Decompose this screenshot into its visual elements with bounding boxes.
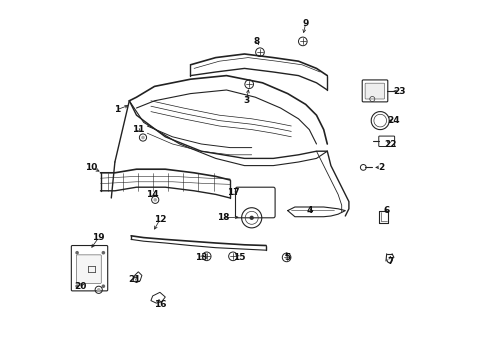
Circle shape — [102, 251, 105, 255]
Circle shape — [75, 251, 79, 255]
Polygon shape — [151, 292, 165, 303]
Text: 24: 24 — [387, 116, 399, 125]
FancyBboxPatch shape — [362, 80, 387, 102]
Text: 15: 15 — [232, 253, 245, 262]
Text: 2: 2 — [377, 163, 384, 172]
Text: 1: 1 — [113, 105, 120, 114]
Text: 22: 22 — [383, 140, 396, 149]
Text: 23: 23 — [392, 87, 405, 96]
Text: 7: 7 — [386, 256, 393, 266]
Polygon shape — [133, 272, 142, 283]
Text: 18: 18 — [216, 213, 229, 222]
FancyBboxPatch shape — [76, 255, 101, 283]
FancyBboxPatch shape — [378, 136, 394, 147]
Text: 12: 12 — [153, 215, 166, 224]
FancyBboxPatch shape — [71, 246, 107, 291]
Circle shape — [153, 198, 157, 202]
Text: 19: 19 — [92, 233, 105, 242]
Circle shape — [102, 284, 105, 288]
Text: 10: 10 — [85, 163, 98, 172]
Text: 9: 9 — [302, 19, 308, 28]
Text: 20: 20 — [74, 282, 87, 291]
Text: 14: 14 — [146, 190, 159, 199]
Text: 8: 8 — [253, 37, 260, 46]
Text: 3: 3 — [243, 96, 249, 105]
Text: 16: 16 — [153, 300, 166, 309]
Text: 11: 11 — [132, 125, 144, 134]
Text: 17: 17 — [227, 188, 240, 197]
Text: 21: 21 — [128, 275, 141, 284]
Circle shape — [97, 288, 101, 292]
Circle shape — [249, 216, 253, 220]
Text: 4: 4 — [305, 206, 312, 215]
Text: 13: 13 — [195, 253, 207, 262]
Text: 5: 5 — [283, 253, 289, 262]
FancyBboxPatch shape — [365, 83, 384, 99]
Circle shape — [141, 136, 144, 139]
FancyBboxPatch shape — [235, 187, 275, 218]
Circle shape — [75, 284, 79, 288]
Text: 6: 6 — [383, 206, 389, 215]
